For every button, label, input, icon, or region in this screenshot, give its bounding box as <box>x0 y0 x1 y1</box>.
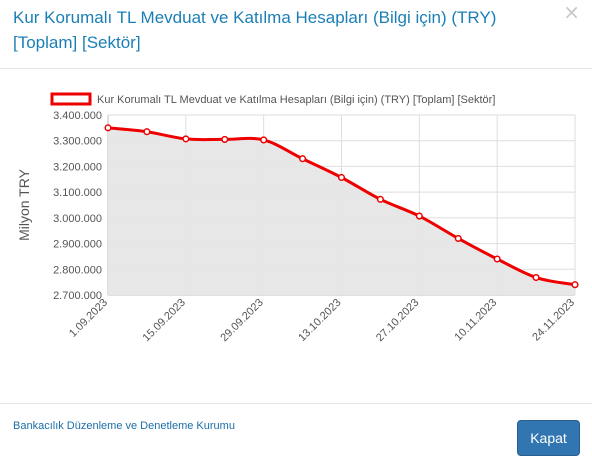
data-point <box>532 273 540 282</box>
line-area-chart: 3.400.000 3.300.000 3.200.000 3.100.000 3.00… <box>16 92 579 344</box>
x-tick-label: 10.11.2023 <box>452 297 499 344</box>
x-tick-label: 24.11.2023 <box>530 297 577 344</box>
y-tick-label: 2.700.000 <box>53 290 102 302</box>
chart-area: 3.400.000 3.300.000 3.200.000 3.100.000 3.00… <box>0 80 592 380</box>
modal-title-line1: Kur Korumalı TL Mevduat ve Katılma Hesap… <box>13 8 497 27</box>
data-point <box>454 234 462 242</box>
data-point <box>415 212 423 220</box>
y-tick-label: 3.400.000 <box>53 110 102 122</box>
y-axis-label: Milyon TRY <box>16 168 32 241</box>
y-tick-label: 2.900.000 <box>53 239 102 251</box>
y-tick-label: 3.300.000 <box>53 136 102 148</box>
modal-title: Kur Korumalı TL Mevduat ve Katılma Hesap… <box>13 5 543 55</box>
close-button[interactable]: Kapat <box>517 420 580 456</box>
data-point <box>260 136 268 144</box>
modal-header: Kur Korumalı TL Mevduat ve Katılma Hesap… <box>0 0 592 69</box>
data-point <box>571 281 579 289</box>
x-tick-label: 27.10.2023 <box>374 297 421 344</box>
data-point <box>143 128 151 136</box>
data-point <box>221 135 229 143</box>
data-point <box>493 255 501 263</box>
y-tick-label: 3.000.000 <box>53 213 102 225</box>
legend-swatch <box>50 92 92 106</box>
x-tick-label: 13.10.2023 <box>296 297 343 344</box>
data-point <box>104 124 112 132</box>
data-point <box>337 173 346 182</box>
data-point <box>299 155 307 163</box>
y-tick-label: 3.100.000 <box>53 187 102 199</box>
x-tick-label: 15.09.2023 <box>141 297 188 344</box>
source-link[interactable]: Bankacılık Düzenleme ve Denetleme Kurumu <box>13 420 235 432</box>
x-tick-label: 29.09.2023 <box>218 297 265 344</box>
x-tick-label: 1.09.2023 <box>67 297 110 340</box>
modal-title-line2: [Toplam] [Sektör] <box>13 33 141 52</box>
data-point <box>182 135 190 143</box>
legend-label: Kur Korumalı TL Mevduat ve Katılma Hesap… <box>97 94 495 106</box>
modal-footer: Bankacılık Düzenleme ve Denetleme Kurumu… <box>0 403 592 468</box>
close-x-icon[interactable]: × <box>563 0 580 24</box>
y-tick-label: 2.800.000 <box>53 264 102 276</box>
data-point <box>376 195 384 203</box>
series-area <box>108 127 575 295</box>
y-tick-label: 3.200.000 <box>53 161 102 173</box>
